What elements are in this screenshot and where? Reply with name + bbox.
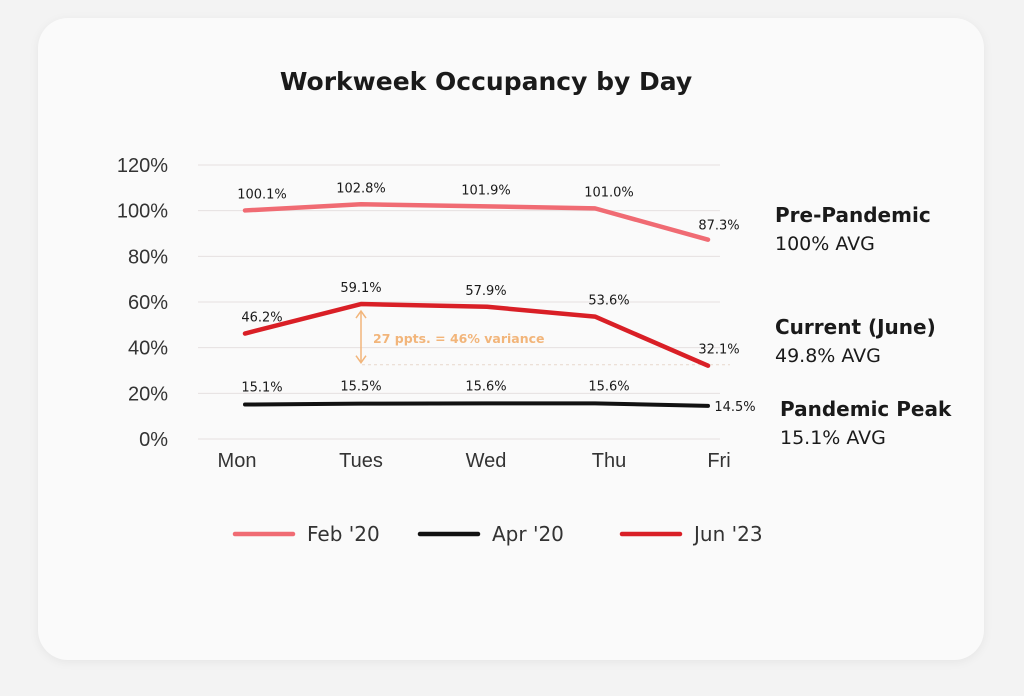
series-side-title: Pandemic Peak	[780, 397, 952, 421]
data-label: 102.8%	[336, 181, 386, 196]
data-label: 15.6%	[588, 379, 629, 394]
x-tick-label: Tues	[339, 450, 383, 472]
y-tick-label: 100%	[117, 201, 168, 223]
y-tick-label: 120%	[117, 155, 168, 177]
series-side-average: 49.8% AVG	[775, 345, 881, 367]
series-side-average: 100% AVG	[775, 233, 875, 255]
data-label: 15.6%	[465, 379, 506, 394]
data-label: 14.5%	[714, 400, 755, 415]
series-line	[243, 401, 710, 408]
x-tick-label: Wed	[466, 450, 507, 472]
y-tick-label: 80%	[128, 246, 168, 268]
series-line	[242, 202, 711, 242]
chart-card	[38, 18, 984, 660]
data-label: 87.3%	[698, 219, 739, 234]
data-label: 32.1%	[698, 343, 739, 358]
data-label: 15.1%	[241, 381, 282, 396]
legend-label: Apr '20	[492, 522, 564, 546]
y-tick-label: 60%	[128, 292, 168, 314]
y-tick-label: 20%	[128, 383, 168, 405]
legend-label: Feb '20	[307, 522, 380, 546]
y-tick-label: 0%	[139, 429, 168, 451]
series-side-average: 15.1% AVG	[780, 427, 886, 449]
data-label: 46.2%	[241, 311, 282, 326]
series-side-title: Current (June)	[775, 315, 936, 339]
series-side-title: Pre-Pandemic	[775, 203, 931, 227]
data-label: 100.1%	[237, 187, 287, 202]
data-label: 57.9%	[465, 284, 506, 299]
data-label: 101.0%	[584, 185, 634, 200]
data-label: 53.6%	[588, 294, 629, 309]
x-tick-label: Mon	[218, 450, 257, 472]
arrow-head-down-icon	[355, 355, 367, 364]
annotation-label: 27 ppts. = 46% variance	[373, 331, 545, 346]
x-tick-label: Thu	[592, 450, 626, 472]
legend-label: Jun '23	[692, 522, 763, 546]
data-label: 15.5%	[340, 380, 381, 395]
arrow-head-up-icon	[355, 309, 367, 319]
chart-title: Workweek Occupancy by Day	[280, 67, 692, 96]
data-label: 59.1%	[340, 281, 381, 296]
x-tick-label: Fri	[707, 450, 730, 472]
y-tick-label: 40%	[128, 338, 168, 360]
series-line	[242, 301, 711, 368]
data-label: 101.9%	[461, 183, 511, 198]
